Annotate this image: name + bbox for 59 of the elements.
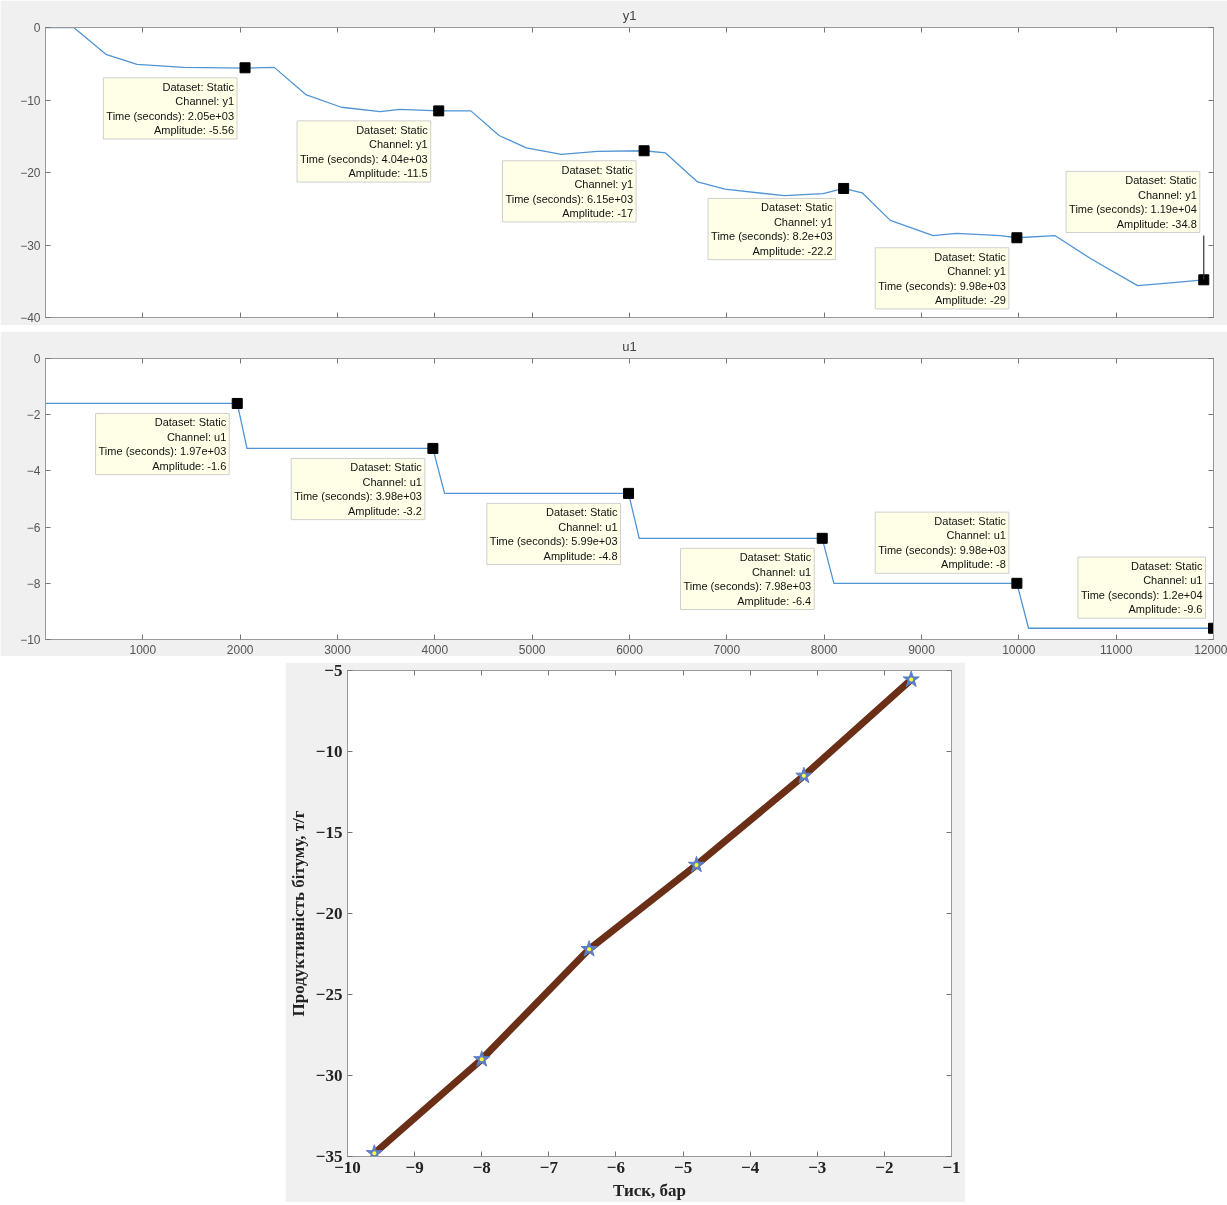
x-tick-label: −5 — [673, 1157, 693, 1177]
y-tick-label: −10 — [315, 742, 343, 761]
point — [687, 855, 706, 873]
x-tick-label: 12000 — [1194, 642, 1227, 657]
y-tick-label: −5 — [324, 661, 343, 680]
x-tick-label: −2 — [875, 1157, 894, 1177]
annotation: Dataset: Static Channel: y1 Time (seconds): 8.2e+03 Amplitude: -22.2 — [711, 201, 834, 257]
y-tick-label: −20 — [20, 166, 41, 180]
annotation: Dataset: Static Channel: y1 Time (seconds): 2.05e+03 Amplitude: -5.56 — [106, 80, 235, 137]
x-tick-label: 3000 — [324, 642, 352, 657]
point — [580, 940, 598, 957]
point — [795, 766, 813, 784]
annotation: Dataset: Static Channel: u1 Time (seconds): 9.98e+03 Amplitude: -8 — [878, 515, 1007, 571]
y-tick-label: −2 — [26, 408, 41, 423]
x-tick-label: 5000 — [518, 642, 546, 657]
x-tick-label: 8000 — [810, 642, 838, 657]
x-tick-label: −9 — [405, 1157, 424, 1177]
annotation: Dataset: Static Channel: y1 Time (seconds): 1.19e+04 Amplitude: -34.8 — [1069, 174, 1198, 230]
x-tick-label: 11000 — [1099, 642, 1133, 657]
annotation: Dataset: Static Channel: y1 Time (seconds): 9.98e+03 Amplitude: -29 — [878, 250, 1007, 306]
y-axis-title: Продуктивність бітуму, т/г — [288, 810, 308, 1017]
y-tick-label: −4 — [26, 464, 41, 479]
y-tick-label: −40 — [20, 311, 41, 325]
chart-title: y1 — [622, 7, 637, 23]
y-tick-label: −30 — [315, 1066, 343, 1085]
annotation: Dataset: Static Channel: u1 Time (seconds): 7.98e+03 Amplitude: -6.4 — [683, 551, 812, 607]
x-tick-label: −3 — [808, 1157, 827, 1177]
annotation: Dataset: Static Channel: u1 Time (seconds): 1.97e+03 Amplitude: -1.6 — [98, 416, 227, 472]
y-tick-label: −20 — [315, 904, 343, 923]
y-tick-label: −8 — [26, 576, 41, 591]
y-tick-label: −10 — [20, 633, 41, 647]
x-tick-label: 4000 — [421, 642, 449, 657]
y-tick-label: 0 — [33, 352, 41, 366]
y-tick-label: 0 — [33, 21, 41, 35]
point — [473, 1050, 491, 1067]
x-tick-label: −8 — [472, 1157, 491, 1177]
x-tick-label: 1000 — [129, 642, 157, 657]
y-tick-label: −10 — [20, 93, 41, 108]
x-tick-label: 6000 — [616, 642, 644, 657]
annotation: Dataset: Static Channel: y1 Time (seconds): 4.04e+03 Amplitude: -11.5 — [300, 123, 429, 180]
x-tick-label: −6 — [606, 1157, 626, 1177]
y-tick-label: −15 — [315, 823, 343, 842]
annotation: Dataset: Static Channel: u1 Time (seconds): 3.98e+03 Amplitude: -3.2 — [294, 461, 423, 517]
chart-title: u1 — [622, 338, 637, 354]
x-tick-label: −1 — [942, 1157, 961, 1177]
y-tick-label: −25 — [315, 985, 343, 1004]
y-tick-label: −30 — [20, 238, 41, 253]
point — [902, 670, 920, 687]
x-tick-label: 9000 — [908, 642, 936, 657]
x-tick-label: −7 — [539, 1157, 559, 1177]
x-tick-label: 10000 — [1002, 642, 1036, 657]
x-tick-label: 7000 — [713, 642, 741, 657]
annotation: Dataset: Static Channel: y1 Time (seconds): 6.15e+03 Amplitude: -17 — [505, 163, 634, 219]
y-tick-label: −6 — [26, 520, 41, 535]
x-axis-title: Тиск, бар — [613, 1180, 687, 1200]
x-tick-label: −4 — [741, 1157, 760, 1177]
annotation: Dataset: Static Channel: u1 Time (seconds): 1.2e+04 Amplitude: -9.6 — [1080, 560, 1203, 616]
x-tick-label: 2000 — [226, 642, 254, 657]
annotation: Dataset: Static Channel: u1 Time (seconds): 5.99e+03 Amplitude: -4.8 — [489, 506, 619, 562]
